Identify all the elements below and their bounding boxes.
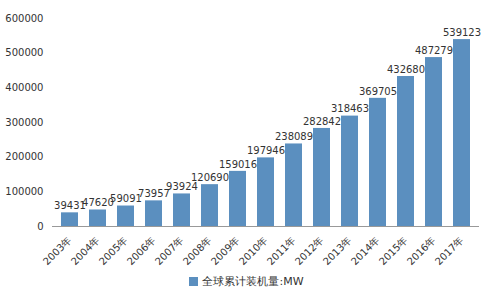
- svg-text:159016: 159016: [219, 159, 257, 170]
- svg-text:487279: 487279: [415, 45, 453, 56]
- svg-text:2012年: 2012年: [293, 234, 326, 267]
- svg-text:59091: 59091: [110, 193, 142, 205]
- svg-text:539123: 539123: [443, 27, 481, 38]
- svg-text:2017年: 2017年: [433, 234, 466, 267]
- svg-text:2014年: 2014年: [349, 234, 382, 267]
- svg-text:2009年: 2009年: [209, 234, 242, 267]
- svg-text:0: 0: [37, 221, 43, 232]
- svg-text:2007年: 2007年: [153, 234, 186, 267]
- html-text:全球累计装机量:MW: 全球累计装机量:MW: [202, 274, 304, 288]
- svg-text:47620: 47620: [82, 197, 114, 209]
- svg-text:120690: 120690: [191, 172, 229, 183]
- svg-text:2011年: 2011年: [265, 234, 298, 267]
- svg-text:369705: 369705: [359, 86, 397, 97]
- svg-text:2008年: 2008年: [181, 234, 214, 267]
- svg-text:2013年: 2013年: [321, 234, 354, 267]
- svg-text:200000: 200000: [5, 151, 43, 162]
- svg-text:2003年: 2003年: [41, 234, 74, 267]
- svg-text:2015年: 2015年: [377, 234, 410, 267]
- svg-text:2005年: 2005年: [97, 234, 130, 267]
- svg-text:300000: 300000: [5, 117, 43, 128]
- svg-text:2006年: 2006年: [125, 234, 158, 267]
- svg-text:238089: 238089: [275, 131, 313, 142]
- svg-text:600000: 600000: [5, 13, 43, 24]
- svg-text:2004年: 2004年: [69, 234, 102, 267]
- svg-text:500000: 500000: [5, 47, 43, 58]
- svg-text:93924: 93924: [166, 181, 198, 193]
- svg-text:318463: 318463: [331, 103, 369, 114]
- svg-text:73957: 73957: [138, 188, 170, 200]
- svg-text:2010年: 2010年: [237, 234, 270, 267]
- svg-text:400000: 400000: [5, 82, 43, 93]
- svg-text:432680: 432680: [387, 64, 425, 75]
- svg-text:100000: 100000: [5, 186, 43, 197]
- svg-text:2016年: 2016年: [405, 234, 438, 267]
- svg-text:197946: 197946: [247, 145, 285, 156]
- svg-text:39431: 39431: [54, 200, 86, 211]
- svg-text:282842: 282842: [303, 116, 341, 127]
